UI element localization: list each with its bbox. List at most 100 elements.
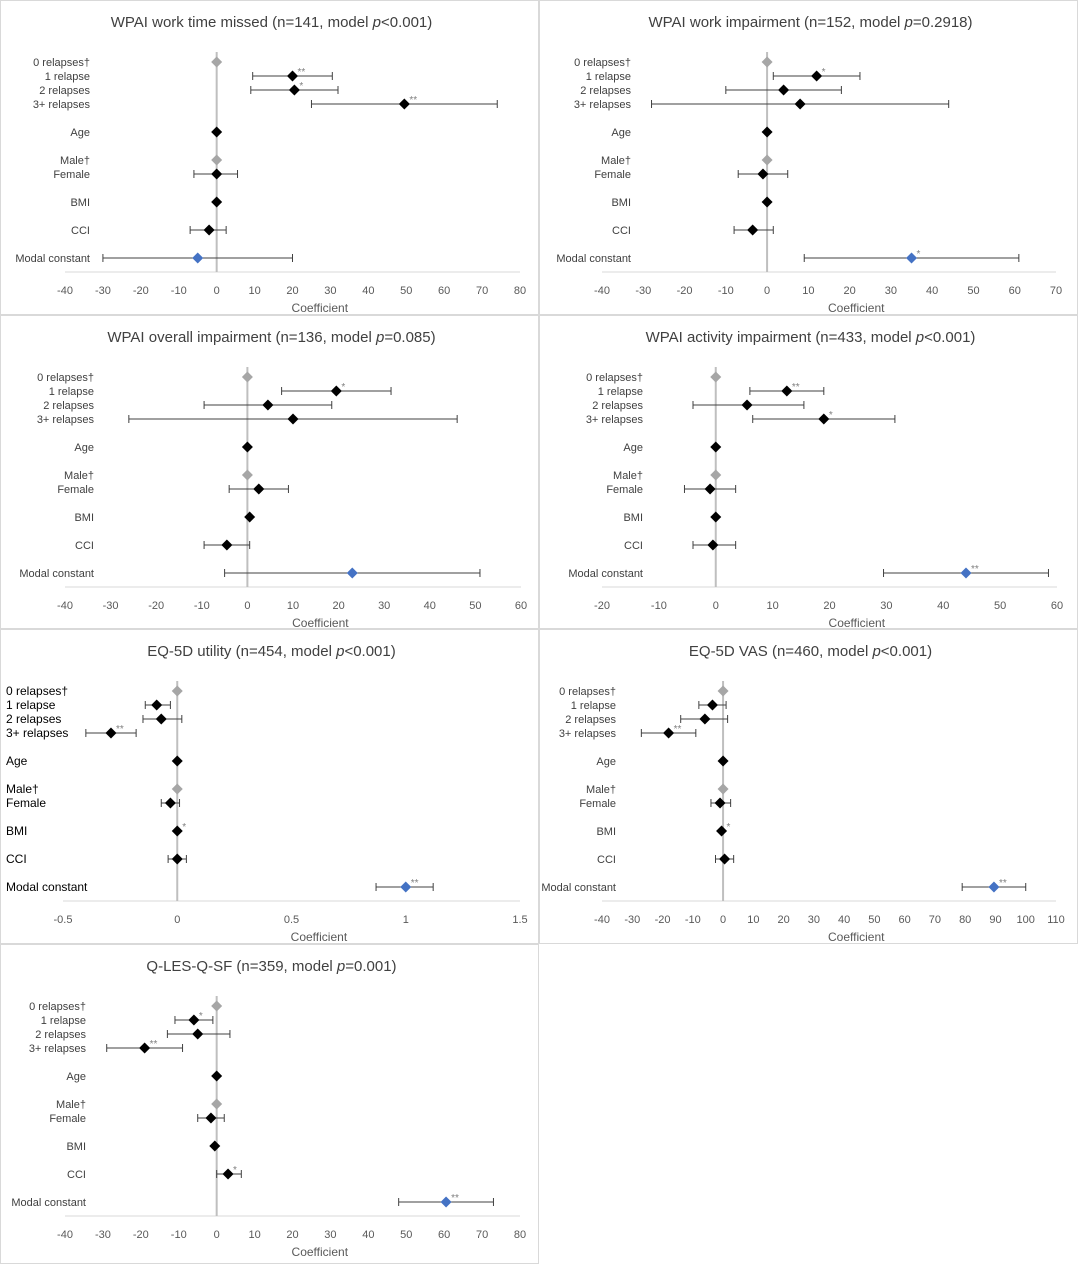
x-tick-label: 40	[362, 285, 374, 297]
x-tick-label: -20	[677, 285, 693, 297]
x-tick-label: -30	[103, 600, 119, 612]
significance-marker: **	[411, 878, 419, 889]
x-tick-label: 20	[332, 600, 344, 612]
x-tick-label: 10	[248, 1229, 260, 1241]
coefficient-marker	[988, 881, 1000, 893]
row-label: 0 relapses†	[586, 372, 643, 384]
row-label: 1 relapse	[45, 71, 90, 83]
coefficient-marker	[209, 1140, 221, 1152]
coefficient-marker	[747, 224, 759, 236]
x-tick-label: 0	[720, 914, 726, 926]
row-label: 2 relapses	[39, 85, 90, 97]
row-label: Female	[57, 484, 94, 496]
row-label: 3+ relapses	[29, 1043, 87, 1055]
coefficient-marker	[761, 154, 773, 166]
significance-marker: **	[971, 564, 979, 575]
x-tick-label: 60	[899, 914, 911, 926]
row-label: BMI	[6, 824, 27, 838]
row-label: 2 relapses	[6, 712, 61, 726]
coefficient-marker	[105, 727, 117, 739]
significance-marker: *	[182, 822, 186, 833]
x-tick-label: -30	[624, 914, 640, 926]
coefficient-marker	[761, 126, 773, 138]
x-tick-label: 10	[248, 285, 260, 297]
x-tick-label: 50	[469, 600, 481, 612]
row-label: 0 relapses†	[559, 686, 616, 698]
panel-border	[539, 629, 1078, 944]
chart-title: WPAI activity impairment (n=433, model p…	[646, 329, 976, 346]
coefficient-marker	[253, 483, 265, 495]
x-tick-label: -20	[148, 600, 164, 612]
chart-title: EQ-5D VAS (n=460, model p<0.001)	[689, 643, 932, 660]
x-tick-label: 30	[324, 285, 336, 297]
row-label: Female	[49, 1113, 86, 1125]
row-label: Age	[70, 127, 90, 139]
coefficient-marker	[699, 713, 711, 725]
row-label: 0 relapses†	[33, 57, 90, 69]
coefficient-marker	[710, 441, 722, 453]
x-tick-label: 70	[476, 1229, 488, 1241]
x-tick-label: 0	[174, 914, 180, 926]
coefficient-marker	[211, 56, 223, 68]
row-label: Male†	[60, 155, 90, 167]
significance-marker: *	[917, 249, 921, 260]
x-tick-label: 0	[713, 600, 719, 612]
coefficient-marker	[192, 1028, 204, 1040]
coefficient-marker	[706, 699, 718, 711]
x-axis-label: Coefficient	[292, 616, 349, 630]
x-tick-label: 50	[967, 285, 979, 297]
x-tick-label: -30	[635, 285, 651, 297]
x-axis-label: Coefficient	[291, 930, 348, 944]
x-tick-label: 40	[926, 285, 938, 297]
coefficient-marker	[155, 713, 167, 725]
row-label: 1 relapse	[41, 1015, 86, 1027]
x-tick-label: -40	[57, 600, 73, 612]
coefficient-marker	[188, 1014, 200, 1026]
x-tick-label: 0	[214, 285, 220, 297]
row-label: 2 relapses	[43, 400, 94, 412]
row-label: CCI	[612, 225, 631, 237]
row-label: Modal constant	[541, 882, 616, 894]
coefficient-marker	[139, 1042, 151, 1054]
coefficient-marker	[262, 399, 274, 411]
significance-marker: *	[299, 81, 303, 92]
significance-marker: *	[341, 382, 345, 393]
x-tick-label: 30	[378, 600, 390, 612]
row-label: CCI	[624, 540, 643, 552]
row-label: Modal constant	[15, 253, 90, 265]
x-tick-label: 70	[476, 285, 488, 297]
coefficient-marker	[818, 413, 830, 425]
coefficient-marker	[719, 853, 731, 865]
x-tick-label: -10	[718, 285, 734, 297]
row-label: 1 relapse	[49, 386, 94, 398]
x-tick-label: -40	[594, 285, 610, 297]
row-label: 3+ relapses	[33, 99, 91, 111]
significance-marker: **	[298, 67, 306, 78]
coefficient-marker	[171, 825, 183, 837]
row-label: 0 relapses†	[6, 684, 68, 698]
panel-border	[0, 0, 539, 315]
row-label: 3+ relapses	[586, 414, 644, 426]
row-label: 0 relapses†	[574, 57, 631, 69]
x-tick-label: 1.5	[512, 914, 527, 926]
x-tick-label: 0	[764, 285, 770, 297]
significance-marker: *	[233, 1165, 237, 1176]
x-tick-label: 20	[286, 285, 298, 297]
significance-marker: *	[822, 67, 826, 78]
coefficient-marker	[241, 469, 253, 481]
row-label: Modal constant	[6, 880, 88, 894]
x-tick-label: 10	[287, 600, 299, 612]
row-label: Male†	[613, 470, 643, 482]
row-label: Age	[611, 127, 631, 139]
x-tick-label: 40	[937, 600, 949, 612]
coefficient-marker	[778, 84, 790, 96]
coefficient-marker	[704, 483, 716, 495]
row-label: 0 relapses†	[29, 1001, 86, 1013]
significance-marker: **	[674, 724, 682, 735]
coefficient-marker	[761, 196, 773, 208]
row-label: 2 relapses	[565, 714, 616, 726]
coefficient-marker	[151, 699, 163, 711]
row-label: 1 relapse	[571, 700, 616, 712]
chart-panel-4: WPAI activity impairment (n=433, model p…	[539, 315, 1078, 630]
